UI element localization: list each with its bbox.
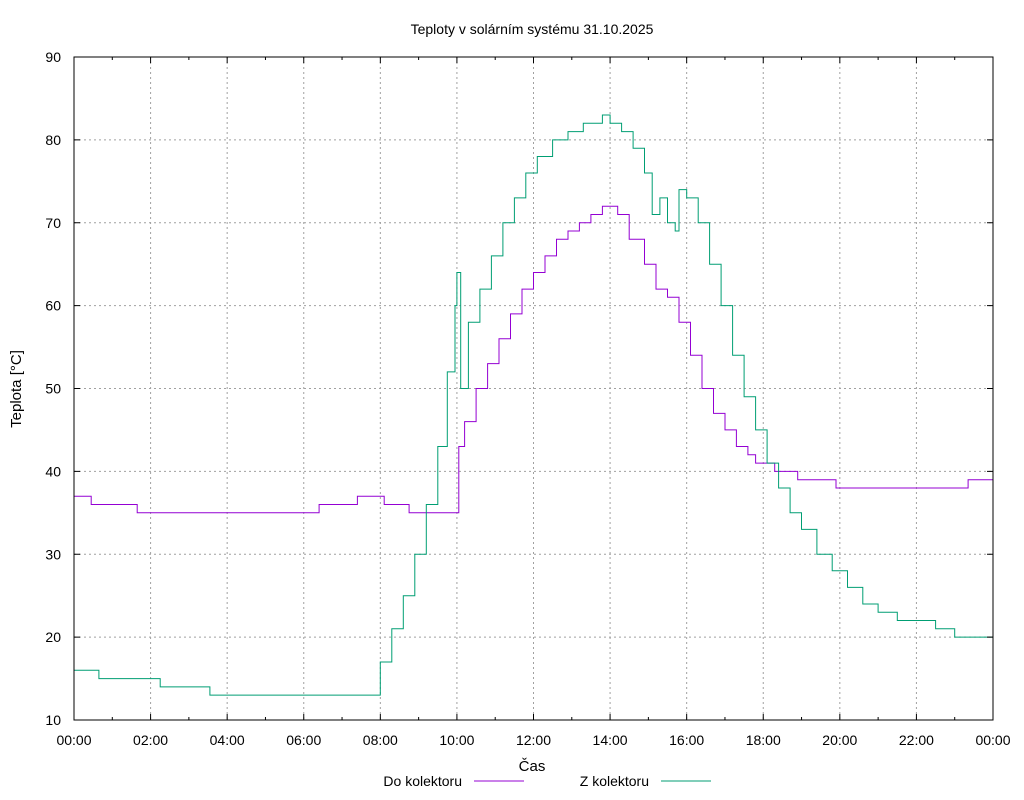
y-tick-label: 70 bbox=[45, 215, 61, 231]
series-line-z-kolektoru bbox=[74, 114, 994, 696]
x-axis-title: Čas bbox=[519, 758, 546, 775]
y-tick-label: 40 bbox=[45, 463, 61, 479]
y-tick-label: 50 bbox=[45, 381, 61, 397]
x-tick-label: 00:00 bbox=[56, 732, 91, 748]
x-tick-label: 12:00 bbox=[516, 732, 551, 748]
y-tick-label: 90 bbox=[45, 49, 61, 65]
y-tick-label: 30 bbox=[45, 546, 61, 562]
y-axis-title: Teplota [°C] bbox=[8, 350, 25, 428]
x-tick-label: 04:00 bbox=[210, 732, 245, 748]
x-tick-label: 20:00 bbox=[822, 732, 857, 748]
series-line-do-kolektoru bbox=[74, 205, 993, 514]
legend: Do kolektoru Z kolektoru bbox=[383, 773, 711, 789]
x-tick-label: 18:00 bbox=[746, 732, 781, 748]
x-tick-label: 22:00 bbox=[899, 732, 934, 748]
legend-label-do-kolektoru: Do kolektoru bbox=[383, 773, 462, 789]
y-tick-label: 80 bbox=[45, 132, 61, 148]
x-tick-label: 08:00 bbox=[363, 732, 398, 748]
grid-layer bbox=[74, 57, 993, 720]
x-tick-label: 14:00 bbox=[593, 732, 628, 748]
x-tick-label: 00:00 bbox=[975, 732, 1010, 748]
series-layer bbox=[74, 114, 994, 696]
legend-label-z-kolektoru: Z kolektoru bbox=[580, 773, 649, 789]
x-tick-label: 02:00 bbox=[133, 732, 168, 748]
chart-title: Teploty v solárním systému 31.10.2025 bbox=[411, 21, 654, 37]
x-tick-label: 16:00 bbox=[669, 732, 704, 748]
y-tick-label: 10 bbox=[45, 712, 61, 728]
y-tick-label: 60 bbox=[45, 298, 61, 314]
x-tick-label: 10:00 bbox=[439, 732, 474, 748]
ticks-layer: 10 20 30 40 50 60 70 80 90 00:00 02:00 04:00 06:00 08… bbox=[45, 49, 1010, 748]
y-tick-label: 20 bbox=[45, 629, 61, 645]
x-tick-label: 06:00 bbox=[286, 732, 321, 748]
